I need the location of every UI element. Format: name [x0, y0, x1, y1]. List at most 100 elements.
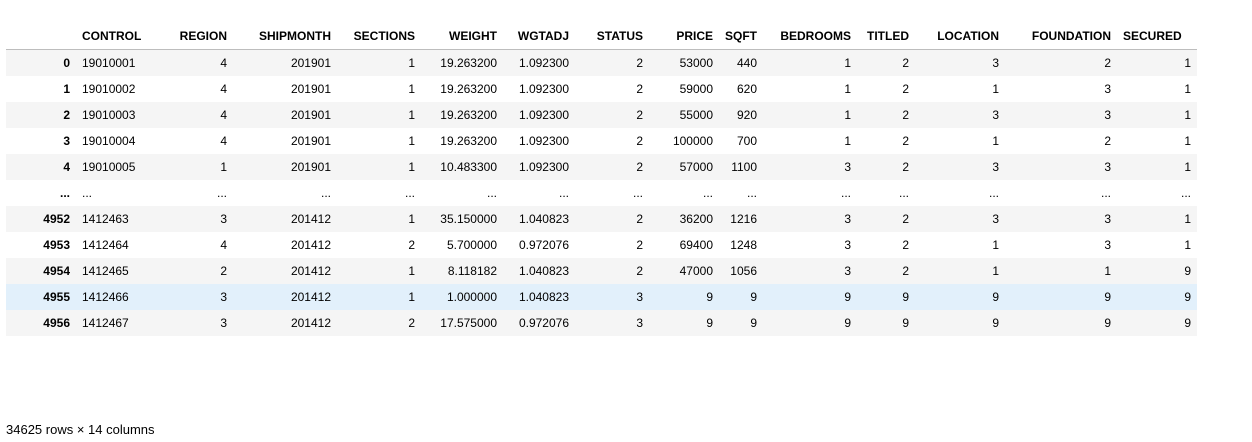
table-cell: 2 [636, 160, 643, 174]
table-row: 4953 1412464 4 201412 2 5.700000 0.972076 2 6940… [6, 232, 1197, 258]
table-cell: 201412 [290, 316, 331, 330]
table-cell: 17.575000 [440, 316, 497, 330]
table-cell: ... [558, 186, 569, 200]
table-row: ........................................… [6, 180, 1197, 206]
table-cell: 2 [1104, 134, 1111, 148]
column-header-location: LOCATION [915, 22, 1005, 50]
table-cell: 10.483300 [440, 160, 497, 174]
table-cell: 19010003 [82, 108, 136, 122]
table-cell: 201412 [290, 290, 331, 304]
column-header-price: PRICE [649, 22, 719, 50]
table-cell: 201901 [290, 82, 331, 96]
table-cell: 3 [220, 290, 227, 304]
table-cell: 1216 [730, 212, 757, 226]
row-index: 3 [63, 134, 70, 148]
table-row: 4955 1412466 3 201412 1 1.000000 1.040823 3 9 9 9 9… [6, 284, 1197, 310]
table-cell: 47000 [679, 264, 713, 278]
table-cell: 3 [992, 56, 999, 70]
table-cell: 36200 [679, 212, 713, 226]
table-cell: 2 [636, 82, 643, 96]
table-cell: 3 [992, 212, 999, 226]
table-cell: 4 [220, 134, 227, 148]
column-header-sections: SECTIONS [337, 22, 421, 50]
table-row: 4956 1412467 3 201412 2 17.575000 0.972076 3 9 9 9… [6, 310, 1197, 336]
table-cell: ... [632, 186, 643, 200]
table-cell: 19.263200 [440, 82, 497, 96]
table-cell: 1 [1184, 56, 1191, 70]
table-cell: 1 [992, 82, 999, 96]
index-header [6, 22, 76, 50]
row-index: 4955 [43, 290, 70, 304]
row-index: 4954 [43, 264, 70, 278]
table-cell: 2 [636, 212, 643, 226]
table-cell: 1.000000 [446, 290, 497, 304]
dataframe-shape: 34625 rows × 14 columns [6, 422, 155, 437]
column-header-region: REGION [164, 22, 233, 50]
table-cell: 1 [1184, 238, 1191, 252]
table-cell: 2 [902, 212, 909, 226]
table-cell: 201901 [290, 160, 331, 174]
table-row: 1 19010002 4 201901 1 19.263200 1.092300 2 59000… [6, 76, 1197, 102]
row-index: 4 [63, 160, 70, 174]
table-cell: 1.092300 [518, 160, 569, 174]
table-cell: 1 [408, 56, 415, 70]
table-cell: 1 [220, 160, 227, 174]
table-cell: 9 [844, 290, 851, 304]
table-cell: 2 [902, 82, 909, 96]
table-cell: 1056 [730, 264, 757, 278]
table-row: 2 19010003 4 201901 1 19.263200 1.092300 2 55000… [6, 102, 1197, 128]
table-cell: ... [320, 186, 331, 200]
table-row: 3 19010004 4 201901 1 19.263200 1.092300 2 10000… [6, 128, 1197, 154]
table-cell: 9 [902, 290, 909, 304]
row-index: ... [59, 186, 70, 200]
table-cell: 1.092300 [518, 134, 569, 148]
table-cell: 2 [902, 134, 909, 148]
table-cell: 3 [1104, 238, 1111, 252]
table-cell: 55000 [679, 108, 713, 122]
table-row: 4 19010005 1 201901 1 10.483300 1.092300 2 57000… [6, 154, 1197, 180]
table-cell: 19010005 [82, 160, 136, 174]
table-cell: 201901 [290, 108, 331, 122]
column-header-titled: TITLED [857, 22, 915, 50]
row-index: 1 [63, 82, 70, 96]
table-cell: 9 [992, 316, 999, 330]
table-cell: 1.040823 [518, 264, 569, 278]
table-cell: 1 [1184, 82, 1191, 96]
table-cell: 8.118182 [447, 264, 497, 278]
table-cell: 1 [408, 212, 415, 226]
table-cell: 2 [902, 160, 909, 174]
table-cell: 700 [736, 134, 757, 148]
table-cell: 9 [706, 290, 713, 304]
table-cell: 1 [844, 82, 851, 96]
table-cell: 2 [902, 238, 909, 252]
table-body: 0 19010001 4 201901 1 19.263200 1.092300 2 53000… [6, 49, 1197, 336]
table-cell: 100000 [672, 134, 713, 148]
table-cell: 53000 [679, 56, 713, 70]
table-cell: 1.092300 [518, 82, 569, 96]
table-cell: 1.040823 [518, 212, 569, 226]
table-cell: 3 [1104, 160, 1111, 174]
table-cell: 3 [992, 108, 999, 122]
table-cell: 3 [636, 316, 643, 330]
table-cell: 1412463 [82, 212, 129, 226]
row-index: 0 [63, 56, 70, 70]
table-cell: 2 [902, 56, 909, 70]
table-cell: 1.092300 [518, 56, 569, 70]
table-cell: 3 [220, 212, 227, 226]
table-cell: 3 [844, 160, 851, 174]
table-cell: ... [898, 186, 909, 200]
column-header-wgtadj: WGTADJ [503, 22, 575, 50]
table-cell: 1 [1184, 134, 1191, 148]
table-cell: 1 [408, 108, 415, 122]
table-cell: ... [1180, 186, 1191, 200]
table-cell: 2 [636, 134, 643, 148]
table-cell: 1 [844, 56, 851, 70]
table-cell: 5.700000 [446, 238, 497, 252]
row-index: 4953 [43, 238, 70, 252]
table-cell: 1 [992, 264, 999, 278]
table-cell: 9 [706, 316, 713, 330]
table-cell: 0.972076 [518, 316, 569, 330]
table-cell: 1 [408, 290, 415, 304]
table-cell: 1412467 [82, 316, 129, 330]
